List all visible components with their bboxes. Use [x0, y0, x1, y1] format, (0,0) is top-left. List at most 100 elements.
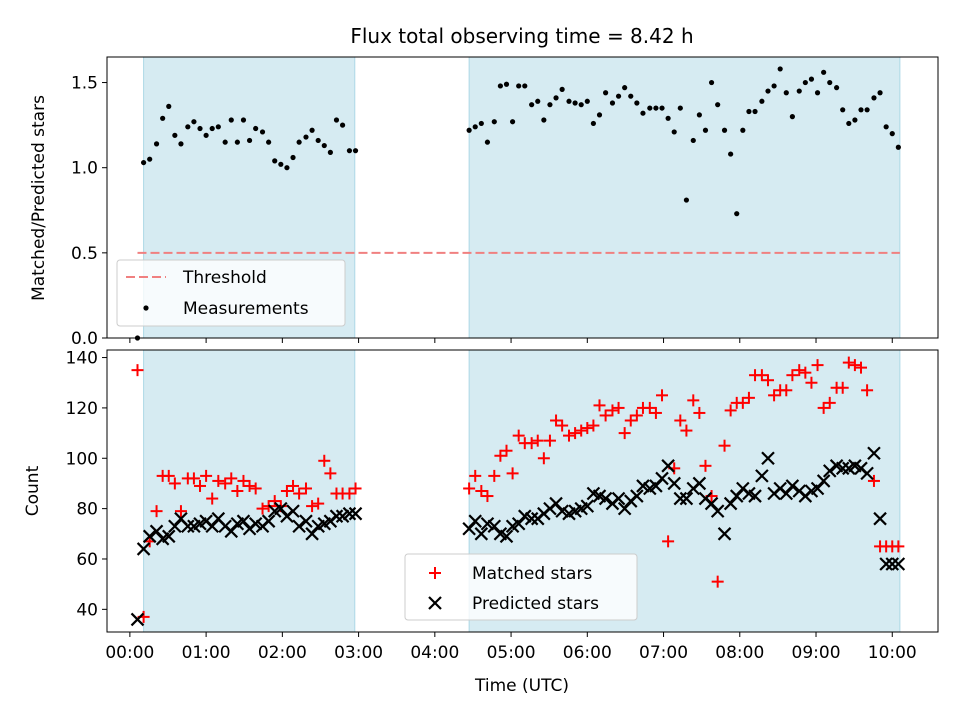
matched-star-point	[649, 406, 662, 419]
matched-star-point	[168, 477, 181, 490]
bottom-xtick-label: 08:00	[715, 643, 764, 663]
top-ytick-label: 1.5	[71, 74, 98, 94]
matched-star-point	[550, 414, 563, 427]
matched-star-point	[312, 497, 325, 510]
chart-title: Flux total observing time = 8.42 h	[350, 24, 693, 48]
top-panel: 0.0 0.5 1.0 1.5 Matched/Predicted stars Thr…	[29, 56, 939, 349]
matched-star-point	[243, 479, 256, 492]
matched-star-point	[823, 396, 836, 409]
predicted-star-point	[679, 491, 694, 506]
measurement-point	[740, 127, 746, 133]
matched-star-point	[537, 452, 550, 465]
top-axes-frame	[106, 56, 939, 339]
matched-star-point	[494, 449, 507, 462]
bottom-ytick-label: 60	[76, 550, 98, 570]
bottom-xtick-label: 03:00	[334, 643, 383, 663]
measurement-point	[671, 129, 677, 135]
measurement-point	[590, 120, 597, 127]
bottom-xtick-label: 07:00	[639, 643, 688, 663]
measurement-point	[840, 107, 846, 113]
measurement-point	[622, 85, 628, 91]
matched-star-point	[569, 427, 582, 440]
matched-star-point	[249, 482, 262, 495]
bottom-legend: Matched stars Predicted stars	[404, 553, 638, 621]
measurement-point	[197, 125, 203, 132]
measurement-point	[333, 117, 340, 123]
measurement-point	[852, 117, 858, 123]
measurement-point	[253, 125, 259, 132]
measurement-point	[683, 197, 690, 203]
matched-star-point	[306, 500, 319, 513]
measurement-point	[172, 132, 178, 138]
measurement-point	[827, 79, 833, 86]
bottom-ytick-label: 100	[66, 449, 98, 469]
measurement-point	[858, 107, 864, 113]
matched-star-point	[481, 490, 494, 503]
measurement-point	[578, 102, 584, 108]
top-ylabel: Matched/Predicted stars	[29, 95, 49, 301]
matched-star-point	[656, 389, 669, 402]
matched-star-point	[475, 485, 488, 497]
measurement-point	[339, 122, 346, 128]
matched-star-point	[543, 434, 556, 447]
measurement-point	[877, 90, 883, 96]
measurement-point	[246, 137, 253, 144]
matched-star-point	[268, 495, 281, 508]
predicted-star-point	[692, 476, 707, 491]
legend-matched-swatch	[429, 567, 441, 579]
predicted-star-point	[468, 514, 483, 528]
measurement-point	[547, 102, 553, 108]
matched-star-point	[231, 485, 244, 497]
bottom-xtick-label: 05:00	[487, 643, 536, 663]
measurement-point	[529, 102, 535, 108]
measurement-point	[783, 90, 789, 96]
predicted-star-point	[342, 506, 357, 521]
matched-star-point	[867, 474, 880, 487]
matched-star-point	[755, 369, 768, 382]
measurement-point	[759, 98, 765, 104]
predicted-star-point	[885, 557, 900, 571]
predicted-star-point	[879, 557, 893, 571]
measurement-point	[309, 127, 315, 133]
measurement-point	[895, 144, 901, 150]
measurement-point	[871, 95, 877, 101]
matched-star-point	[630, 409, 643, 422]
predicted-star-point	[329, 509, 344, 523]
matched-star-point	[687, 394, 700, 407]
measurement-point	[191, 119, 197, 125]
predicted-star-point	[655, 471, 669, 486]
predicted-star-point	[822, 464, 837, 478]
bottom-ytick-label: 120	[66, 399, 98, 419]
measurement-point	[503, 81, 510, 87]
measurement-point	[352, 148, 359, 154]
bottom-ytick-label: 80	[76, 500, 98, 520]
measurement-point	[603, 90, 609, 96]
measurement-point	[327, 149, 333, 155]
measurement-point	[203, 132, 209, 138]
top-observing-window-1	[468, 56, 901, 339]
predicted-star-point	[673, 491, 688, 506]
matched-star-point	[343, 487, 356, 500]
measurement-point	[522, 83, 528, 89]
measurement-point	[259, 129, 266, 135]
predicted-star-point	[598, 491, 613, 506]
predicted-star-point	[292, 519, 306, 534]
measurement-point	[178, 141, 184, 147]
measurement-point	[315, 137, 321, 144]
matched-star-point	[556, 419, 569, 432]
measurement-point	[466, 127, 472, 133]
matched-star-point	[206, 492, 219, 505]
measurement-point	[647, 105, 653, 111]
legend-measurements-swatch	[143, 305, 149, 311]
predicted-star-point	[867, 446, 881, 461]
matched-star-point	[612, 401, 625, 414]
matched-star-point	[575, 424, 588, 437]
measurement-point	[802, 79, 808, 86]
measurement-point	[209, 125, 215, 132]
top-legend: Threshold Measurements	[116, 259, 346, 327]
measurement-point	[478, 120, 484, 127]
predicted-star-point	[136, 542, 151, 556]
measurement-point	[296, 139, 302, 145]
matched-star-point	[563, 429, 576, 442]
measurement-point	[303, 134, 309, 140]
